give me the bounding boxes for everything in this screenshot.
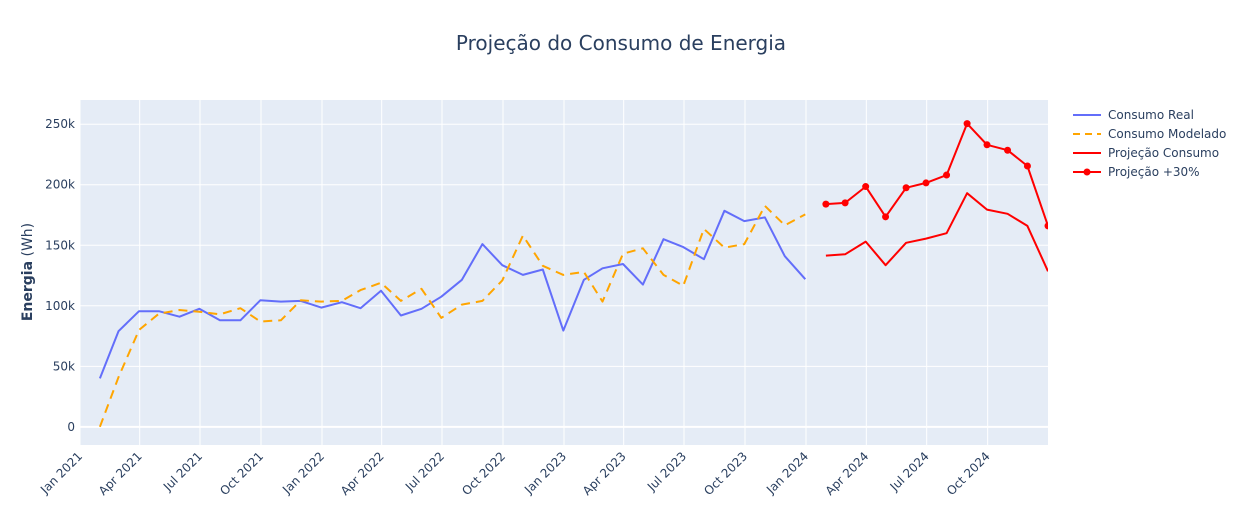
series-point: [841, 199, 849, 207]
x-tick-label: Apr 2023: [580, 449, 629, 498]
y-tick-label: 50k: [53, 359, 75, 373]
series-layer: [98, 120, 1048, 428]
series-point: [922, 179, 930, 187]
legend-item-label: Projeção Consumo: [1108, 146, 1219, 160]
y-axis-ticks: 0 50k 100k 150k 200k 250k: [45, 117, 75, 434]
series-line-4: [825, 122, 1048, 227]
y-tick-label: 150k: [45, 238, 75, 252]
x-tick-label: Jul 2023: [644, 449, 689, 494]
x-tick-label: Oct 2024: [944, 449, 993, 498]
x-tick-label: Apr 2021: [96, 449, 145, 498]
series-line-3: [825, 192, 1048, 272]
series-point: [902, 184, 910, 192]
y-gridlines: [80, 123, 1048, 428]
series-line-1: [98, 209, 807, 379]
x-tick-label: Oct 2023: [701, 449, 750, 498]
series-point: [862, 183, 870, 191]
series-point: [822, 200, 830, 208]
y-tick-label: 100k: [45, 299, 75, 313]
x-tick-label: Jan 2021: [37, 449, 85, 497]
legend-item-label: Consumo Real: [1108, 108, 1194, 122]
series-point: [983, 141, 991, 149]
series-point: [943, 171, 951, 179]
x-tick-label: Jul 2021: [160, 449, 205, 494]
x-gridlines: [79, 100, 989, 445]
x-tick-label: Oct 2022: [459, 449, 508, 498]
series-point: [963, 120, 971, 128]
x-tick-label: Apr 2022: [338, 449, 387, 498]
series-point: [1023, 162, 1031, 170]
x-tick-label: Jul 2024: [887, 449, 932, 494]
y-tick-label: 0: [67, 420, 75, 434]
y-tick-label: 250k: [45, 117, 75, 131]
x-tick-label: Jan 2024: [763, 449, 811, 497]
series-point: [1004, 146, 1012, 154]
series-point: [1044, 222, 1048, 230]
x-tick-label: Apr 2024: [823, 449, 872, 498]
y-tick-label: 200k: [45, 178, 75, 192]
legend: Consumo Real Consumo Modelado Projeção Con…: [1073, 108, 1226, 179]
x-tick-label: Jan 2022: [279, 449, 327, 497]
x-axis-ticks: Jan 2021 Apr 2021 Jul 2021 Oct 2021 Jan 2022…: [37, 449, 993, 498]
series-point: [882, 213, 890, 221]
y-axis-label-bold: Energia: [20, 261, 36, 321]
y-axis-label: Energia (Wh): [20, 223, 36, 321]
x-tick-label: Jan 2023: [521, 449, 569, 497]
legend-item-label: Projeção +30%: [1108, 165, 1200, 179]
chart-title: Projeção do Consumo de Energia: [456, 31, 786, 55]
series-line-2: [98, 204, 806, 428]
legend-item-label: Consumo Modelado: [1108, 127, 1226, 141]
x-tick-label: Oct 2021: [217, 449, 266, 498]
x-tick-label: Jul 2022: [402, 449, 447, 494]
legend-marker: [1083, 168, 1091, 176]
y-axis-label-unit: (Wh): [20, 223, 36, 261]
